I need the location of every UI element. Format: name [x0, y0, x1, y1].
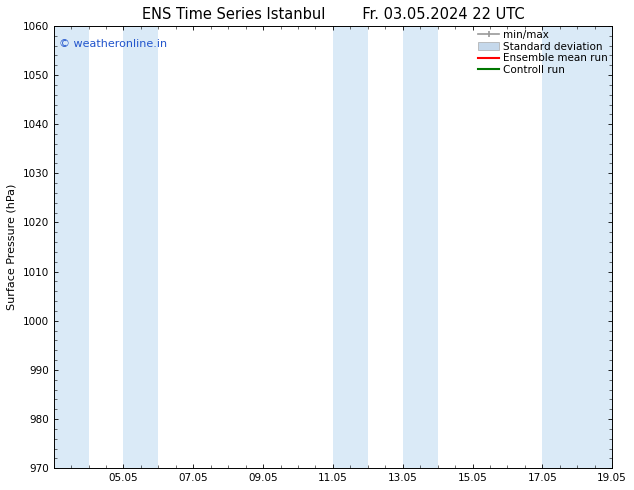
Title: ENS Time Series Istanbul        Fr. 03.05.2024 22 UTC: ENS Time Series Istanbul Fr. 03.05.2024 …	[141, 7, 524, 22]
Y-axis label: Surface Pressure (hPa): Surface Pressure (hPa)	[7, 184, 17, 310]
Text: © weatheronline.in: © weatheronline.in	[59, 39, 167, 49]
Bar	[403, 26, 437, 468]
Bar	[54, 26, 89, 468]
Legend: min/max, Standard deviation, Ensemble mean run, Controll run: min/max, Standard deviation, Ensemble me…	[476, 28, 610, 77]
Bar	[333, 26, 368, 468]
Bar	[124, 26, 158, 468]
Bar	[542, 26, 612, 468]
